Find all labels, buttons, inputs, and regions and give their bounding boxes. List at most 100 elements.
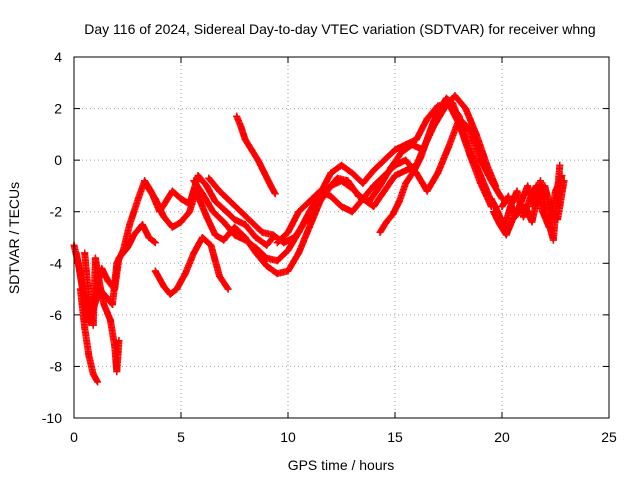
data-point — [104, 277, 112, 285]
data-point — [173, 285, 181, 293]
data-point — [151, 267, 159, 275]
data-point — [333, 174, 341, 182]
y-tick-label: 2 — [54, 101, 62, 117]
data-point — [449, 99, 457, 107]
data-point — [231, 223, 238, 231]
data-point — [205, 174, 213, 182]
data-point — [365, 197, 373, 205]
series-track-5 — [151, 234, 232, 298]
data-point — [327, 169, 335, 177]
data-point — [91, 254, 99, 262]
y-axis-label: SDTVAR / TECUs — [6, 182, 22, 294]
data-point — [344, 177, 352, 185]
data-point — [134, 195, 142, 203]
data-point — [466, 125, 474, 133]
data-point — [113, 368, 121, 376]
y-tick-label: -10 — [42, 410, 62, 426]
series-track-3 — [81, 249, 123, 376]
data-point — [115, 337, 123, 345]
y-tick-label: -8 — [50, 358, 63, 374]
data-point — [355, 192, 363, 200]
data-point — [466, 151, 474, 159]
data-point — [502, 231, 510, 239]
data-point — [190, 249, 198, 257]
data-point — [391, 146, 399, 154]
data-point — [85, 295, 93, 303]
data-point — [203, 182, 211, 190]
data-point — [269, 231, 277, 239]
data-point — [556, 161, 564, 169]
data-point — [513, 187, 521, 195]
data-point — [305, 197, 313, 205]
data-point — [370, 166, 378, 174]
data-point — [498, 203, 506, 211]
data-point — [430, 117, 438, 125]
data-point — [151, 195, 159, 203]
data-point — [380, 172, 388, 180]
data-point — [348, 169, 356, 177]
data-point — [543, 213, 551, 221]
data-point — [254, 156, 262, 164]
data-point — [273, 257, 281, 265]
data-point — [263, 262, 271, 270]
data-point — [241, 221, 249, 229]
data-point — [241, 236, 249, 244]
data-point — [402, 179, 410, 187]
data-point — [89, 370, 97, 378]
data-point — [455, 117, 463, 125]
data-point — [395, 197, 403, 205]
data-point — [284, 267, 292, 275]
data-point — [263, 241, 271, 249]
x-tick-label: 15 — [387, 429, 403, 445]
data-point — [145, 234, 153, 241]
data-point — [391, 172, 399, 180]
y-tick-label: -4 — [50, 255, 63, 271]
data-point — [380, 156, 388, 164]
data-point — [273, 270, 281, 278]
data-point — [231, 231, 238, 239]
data-point — [434, 169, 442, 177]
x-tick-label: 25 — [601, 429, 617, 445]
data-point — [489, 208, 497, 216]
data-point — [211, 231, 219, 239]
data-point — [549, 236, 557, 244]
data-point — [160, 213, 168, 221]
data-point — [166, 290, 174, 298]
data-point — [143, 182, 151, 190]
data-point — [181, 270, 189, 278]
data-point — [376, 228, 384, 236]
data-point — [231, 215, 238, 223]
data-point — [260, 169, 268, 177]
data-point — [370, 203, 378, 211]
data-point — [412, 136, 420, 144]
data-point — [130, 231, 138, 239]
data-point — [168, 223, 176, 231]
y-tick-label: -2 — [50, 204, 63, 220]
plot-frame — [73, 56, 610, 419]
data-point — [237, 208, 245, 216]
data-point — [220, 205, 228, 213]
x-tick-label: 5 — [177, 429, 185, 445]
data-point — [423, 115, 431, 123]
data-point — [462, 138, 470, 146]
data-point — [327, 192, 335, 200]
data-point — [248, 146, 256, 154]
data-point — [504, 192, 512, 200]
data-point — [537, 177, 545, 185]
grid-lines — [74, 57, 609, 418]
data-point — [81, 324, 89, 332]
data-point — [267, 182, 275, 190]
data-point — [487, 195, 495, 203]
y-tick-label: 4 — [54, 49, 62, 65]
data-point — [402, 156, 410, 164]
data-point — [376, 182, 384, 190]
data-point — [280, 239, 288, 247]
data-point — [348, 208, 356, 216]
data-point — [290, 234, 298, 241]
data-point — [106, 316, 114, 324]
data-point — [211, 197, 219, 205]
y-tick-label: -6 — [50, 307, 63, 323]
data-point — [124, 244, 131, 252]
data-point — [241, 136, 249, 144]
data-point — [138, 221, 146, 229]
